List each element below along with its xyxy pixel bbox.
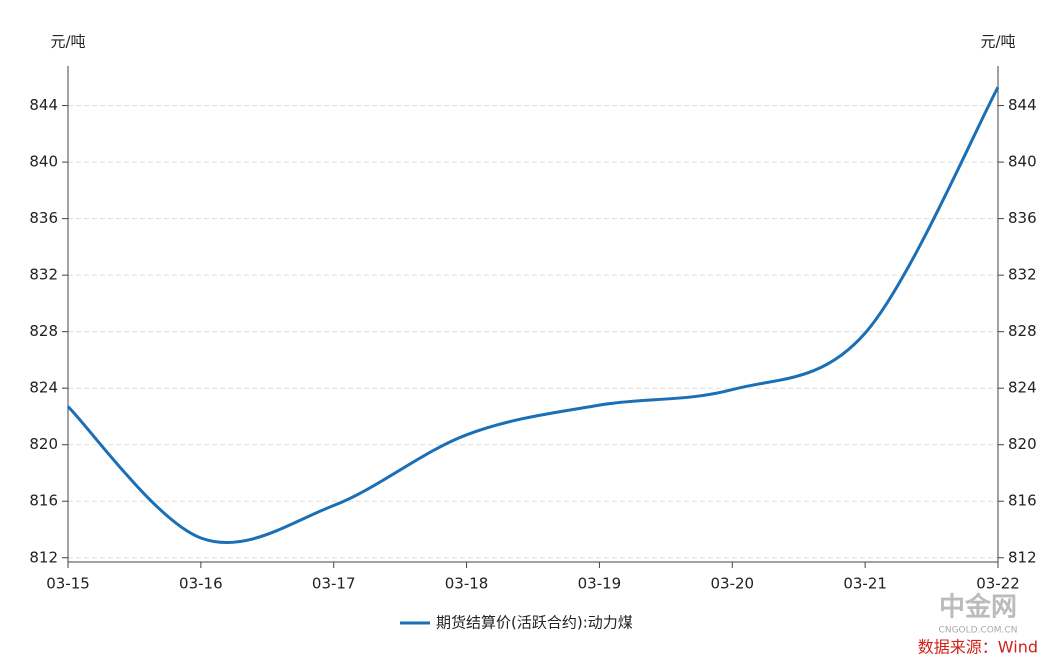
y-tick-label: 824 bbox=[29, 379, 58, 397]
y-tick-label: 832 bbox=[29, 266, 58, 284]
x-tick-label: 03-22 bbox=[976, 575, 1020, 593]
x-tick-label: 03-15 bbox=[46, 575, 90, 593]
y-tick-label: 836 bbox=[29, 209, 58, 227]
x-tick-label: 03-17 bbox=[312, 575, 356, 593]
line bbox=[66, 86, 1000, 544]
y2-tick-label: 812 bbox=[1008, 548, 1037, 566]
y2-tick-label: 840 bbox=[1008, 153, 1037, 171]
y-tick-label: 840 bbox=[29, 153, 58, 171]
x-tick-label: 03-21 bbox=[843, 575, 887, 593]
y-tick-label: 844 bbox=[29, 96, 58, 114]
y2-tick-label: 816 bbox=[1008, 492, 1037, 510]
x-tick-label: 03-16 bbox=[179, 575, 223, 593]
y2-tick-label: 836 bbox=[1008, 209, 1037, 227]
legend-label: 期货结算价(活跃合约):动力煤 bbox=[436, 614, 633, 632]
x-tick-label: 03-19 bbox=[578, 575, 622, 593]
x-tick-label: 03-20 bbox=[710, 575, 754, 593]
y2-tick-label: 828 bbox=[1008, 322, 1037, 340]
y-tick-label: 828 bbox=[29, 322, 58, 340]
y-tick-label: 816 bbox=[29, 492, 58, 510]
y2-tick-label: 832 bbox=[1008, 266, 1037, 284]
y-tick-label: 812 bbox=[29, 548, 58, 566]
y2-tick-label: 844 bbox=[1008, 96, 1037, 114]
logo-url: CNGOLD.COM.CN bbox=[939, 626, 1018, 636]
y-axis-label: 元/吨 bbox=[50, 33, 85, 51]
x-tick-label: 03-18 bbox=[445, 575, 489, 593]
y2-tick-label: 820 bbox=[1008, 435, 1037, 453]
y-tick-label: 820 bbox=[29, 435, 58, 453]
source: 数据来源：Wind bbox=[918, 638, 1038, 657]
y2-axis-label: 元/吨 bbox=[980, 33, 1015, 51]
y2-tick-label: 824 bbox=[1008, 379, 1037, 397]
logo: 中金网 bbox=[939, 592, 1017, 623]
